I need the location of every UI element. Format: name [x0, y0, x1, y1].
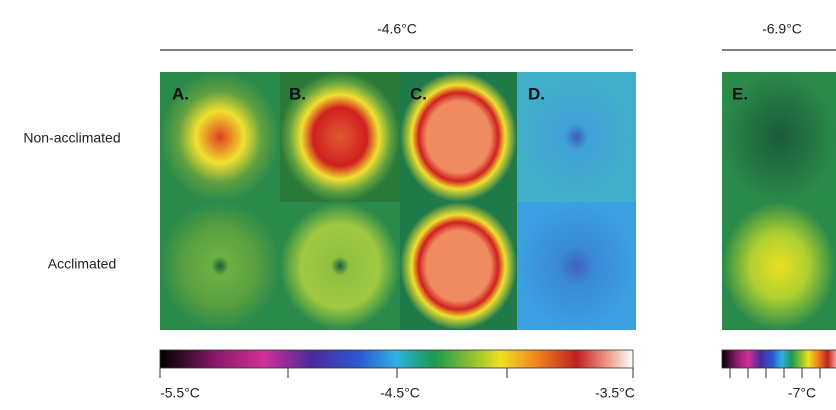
colorbar-label: -4.5°C [380, 385, 420, 401]
image-d2 [517, 202, 636, 330]
panel-letter: E. [732, 84, 748, 103]
row-label: Non-acclimated [23, 130, 120, 146]
colorbar [722, 350, 836, 368]
image-c2 [400, 202, 517, 330]
figure: -4.6°C -6.9°C Non-acclimated Acclimated … [0, 0, 836, 405]
thermal-images [160, 72, 836, 330]
image-a2 [160, 202, 280, 330]
header-temp: -4.6°C [377, 21, 417, 37]
panel-letter: D. [528, 84, 545, 103]
image-e2 [722, 202, 836, 330]
panel-letter: B. [289, 84, 306, 103]
colorbar-label: -7°C [788, 385, 816, 401]
panel-letter: A. [172, 84, 189, 103]
image-b2 [280, 202, 400, 330]
colorbar [160, 350, 633, 368]
row-label: Acclimated [48, 256, 116, 272]
colorbar-label: -5.5°C [160, 385, 200, 401]
panel-letter: C. [410, 84, 427, 103]
colorbar-ticks [160, 368, 633, 378]
colorbar-ticks [730, 368, 820, 378]
header-temp: -6.9°C [762, 21, 802, 37]
colorbar-label: -3.5°C [595, 385, 635, 401]
